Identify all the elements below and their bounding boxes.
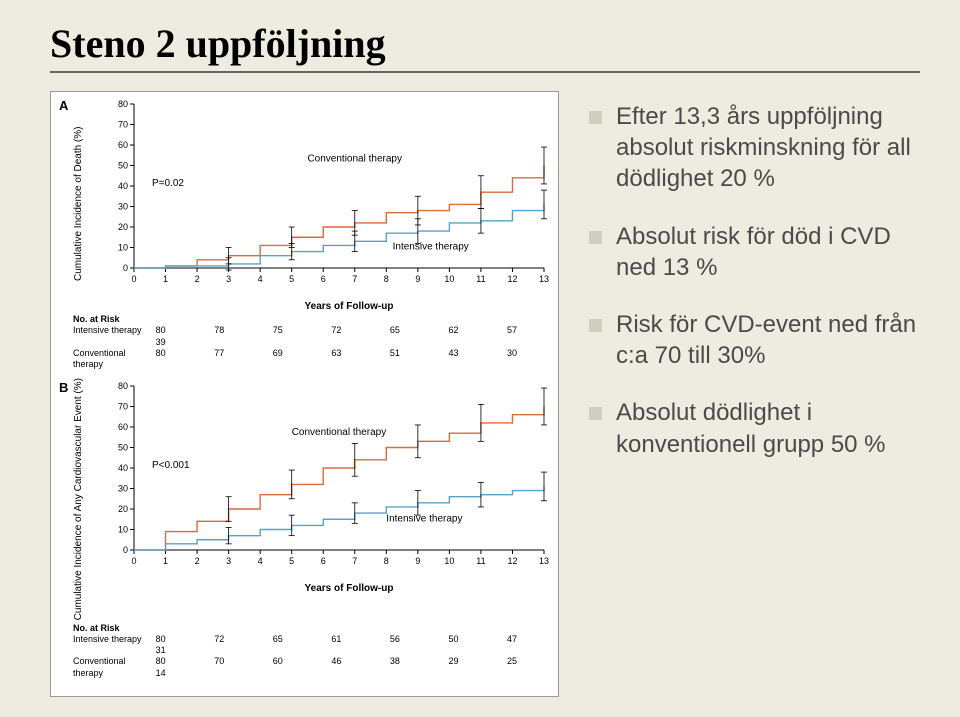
svg-text:4: 4 [258,274,263,284]
svg-text:P=0.02: P=0.02 [152,178,184,189]
svg-text:Conventional therapy: Conventional therapy [307,153,402,164]
bullet-list: Efter 13,3 års uppföljning absolut riskm… [589,91,920,697]
risk-table: No. at RiskIntensive therapy807265615650… [55,621,554,681]
svg-text:11: 11 [476,274,485,284]
figure: A Cumulative Incidence of Death (%) 0102… [50,91,559,697]
title-underline [50,71,920,73]
bullet-icon [589,319,602,332]
svg-text:20: 20 [118,504,128,514]
svg-text:1: 1 [163,274,168,284]
svg-text:12: 12 [507,274,517,284]
svg-text:60: 60 [118,140,128,150]
x-axis-label: Years of Follow-up [144,301,554,312]
svg-text:80: 80 [118,99,128,109]
series-line [134,204,544,268]
svg-text:2: 2 [195,556,200,566]
table-row: Conventional therapy8070604638292514 [73,656,550,679]
slide-title: Steno 2 uppföljning [50,20,920,67]
svg-text:3: 3 [226,274,231,284]
svg-text:P<0.001: P<0.001 [152,460,190,471]
svg-text:30: 30 [118,484,128,494]
bullet-icon [589,407,602,420]
series-line [134,166,544,269]
bullet-icon [589,111,602,124]
svg-text:0: 0 [131,274,136,284]
svg-text:8: 8 [384,274,389,284]
svg-text:5: 5 [289,556,294,566]
list-item: Risk för CVD-event ned från c:a 70 till … [589,309,920,371]
svg-text:10: 10 [118,243,128,253]
panel-letter: B [55,378,73,620]
svg-text:Conventional therapy: Conventional therapy [292,427,387,438]
svg-text:11: 11 [476,556,485,566]
svg-text:12: 12 [507,556,517,566]
svg-text:40: 40 [118,181,128,191]
svg-text:1: 1 [163,556,168,566]
svg-text:50: 50 [118,161,128,171]
list-item: Absolut risk för död i CVD ned 13 % [589,221,920,283]
y-axis-label: Cumulative Incidence of Death (%) [73,96,84,312]
svg-text:7: 7 [352,556,357,566]
svg-text:10: 10 [444,274,454,284]
list-item: Absolut dödlighet i konventionell grupp … [589,397,920,459]
svg-text:40: 40 [118,463,128,473]
svg-text:50: 50 [118,443,128,453]
svg-text:3: 3 [226,556,231,566]
y-axis-label: Cumulative Incidence of Any Cardiovascul… [73,378,84,620]
svg-text:9: 9 [415,274,420,284]
svg-text:70: 70 [118,120,128,130]
table-row: Intensive therapy8078757265625739 [73,325,550,348]
svg-text:0: 0 [123,545,128,555]
svg-text:Intensive therapy: Intensive therapy [393,242,469,253]
svg-text:20: 20 [118,222,128,232]
svg-text:7: 7 [352,274,357,284]
svg-text:13: 13 [539,556,549,566]
table-row: Conventional therapy80776963514330 [73,348,550,371]
svg-text:8: 8 [384,556,389,566]
chart-svg: 01020304050607080012345678910111213P<0.0… [84,378,554,578]
svg-text:80: 80 [118,381,128,391]
svg-text:Intensive therapy: Intensive therapy [386,514,462,525]
svg-text:6: 6 [321,556,326,566]
x-axis-label: Years of Follow-up [144,583,554,594]
table-row: Intensive therapy8072656156504731 [73,634,550,657]
svg-text:2: 2 [195,274,200,284]
svg-text:5: 5 [289,274,294,284]
svg-text:6: 6 [321,274,326,284]
svg-text:10: 10 [118,525,128,535]
chart-svg: 01020304050607080012345678910111213P=0.0… [84,96,554,296]
svg-text:13: 13 [539,274,549,284]
svg-text:0: 0 [123,263,128,273]
risk-table: No. at RiskIntensive therapy807875726562… [55,312,554,372]
bullet-icon [589,231,602,244]
svg-text:30: 30 [118,202,128,212]
svg-text:70: 70 [118,402,128,412]
svg-text:0: 0 [131,556,136,566]
panel-letter: A [55,96,73,312]
svg-text:10: 10 [444,556,454,566]
series-line [134,487,544,551]
svg-text:60: 60 [118,422,128,432]
svg-text:4: 4 [258,556,263,566]
list-item: Efter 13,3 års uppföljning absolut riskm… [589,101,920,195]
svg-text:9: 9 [415,556,420,566]
